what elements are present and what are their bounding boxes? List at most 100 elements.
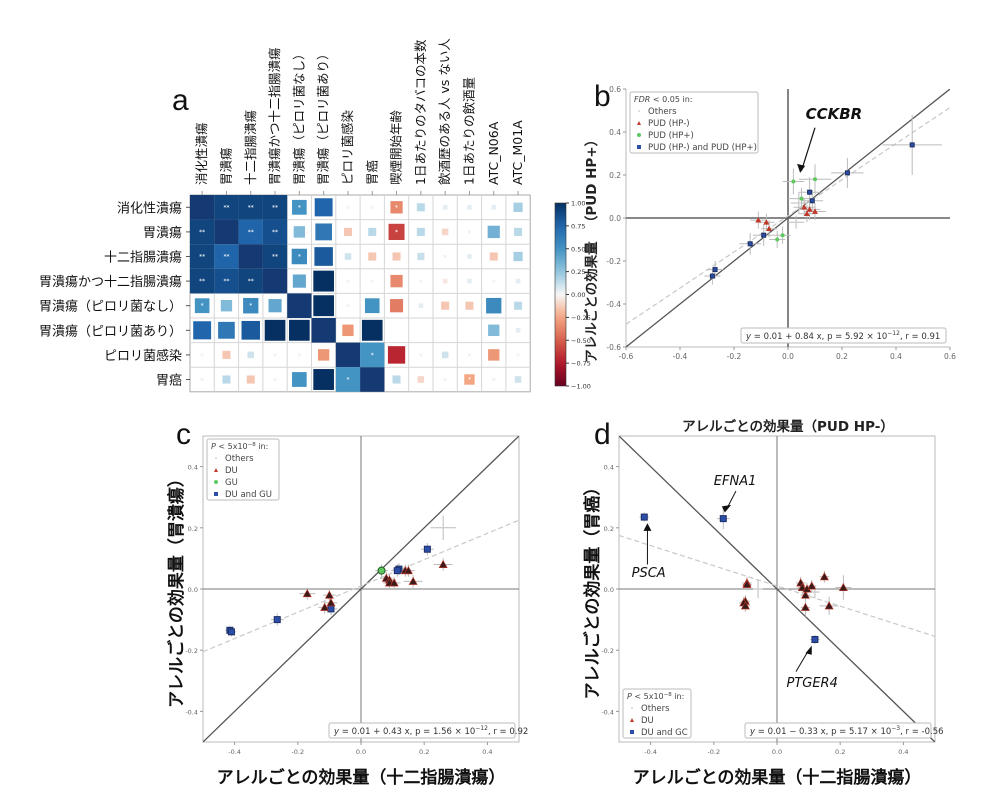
regression-line [626,106,950,325]
colorbar-tick-label: 1.00 [571,200,585,208]
panel-label-a: a [172,84,189,117]
gene-annotation-cckbr: CCKBR [806,105,863,123]
heatmap-cell [200,378,204,381]
heatmap-cell [314,247,333,266]
heatmap-cell [292,274,306,288]
heatmap-row-label: 胃潰瘍 [143,225,182,241]
heatmap-col-label: 胃癌 [364,160,379,185]
heatmap-cell [390,201,403,214]
data-point-triangle [326,598,336,607]
heatmap-cell [465,301,474,310]
data-point-triangle [302,588,312,598]
heatmap-cell [442,278,448,284]
x-tick-label: 0.2 [835,748,845,756]
significance-mark: ** [199,254,205,261]
y-tick-label: -0.4 [185,708,198,716]
heatmap-cell [292,372,307,387]
heatmap-cell [193,321,212,340]
y-tick-label: -0.6 [606,343,621,352]
equation-text: y = 0.01 − 0.33 x, p = 5.17 × 10−3, r = … [749,725,944,737]
data-point-circle [813,177,817,182]
plot-area [203,436,519,742]
colorbar-tick-label: 0.75 [571,222,585,230]
x-tick-label: 0.4 [482,748,492,756]
legend-entry-label: PUD (HP+) [648,131,694,141]
legend-entry-label: Others [225,454,254,464]
heatmap-col-label: 1日あたりのタバコの本数 [413,39,428,185]
y-axis-label: アレルごとの効果量（胃潰瘍） [166,470,187,708]
heatmap-col-label: 胃潰瘍（ピロリ菌なし） [291,47,306,185]
equation-box [744,722,932,739]
panel-label-b: b [594,80,611,113]
legend-entry-label: DU and GC [641,728,688,738]
y-tick-label: -0.2 [185,647,198,655]
data-point-circle [799,196,804,201]
heatmap-cell [214,268,239,294]
x-tick-label: 0.4 [898,748,908,756]
legend-entry-label: DU and GU [225,490,272,500]
heatmap-cell [200,353,204,357]
heatmap-cell [346,205,350,209]
heatmap-cell [492,279,496,283]
legend-marker-triangle [630,718,634,722]
significance-mark: * [395,229,398,236]
significance-mark: * [468,377,471,384]
heatmap-cell [262,244,288,269]
heatmap-cell [515,327,521,333]
y-tick-label: 0.2 [188,525,198,533]
legend-entry-label: DU [225,466,238,476]
legend-marker-dot [638,110,640,112]
x-axis-label: アレルごとの効果量（十二指腸潰瘍） [217,767,506,788]
data-point-triangle [324,590,334,599]
gene-annotation-ptger4: PTGER4 [786,676,837,691]
significance-mark: ** [199,278,205,285]
significance-mark: * [298,254,301,261]
heatmap-cell [218,321,235,339]
legend-box [629,91,759,154]
data-point-square [327,605,335,613]
heatmap-cell [392,375,401,384]
x-tick-label: -0.4 [673,352,688,361]
data-point-circle [780,233,785,238]
x-tick-label: -0.4 [228,748,241,756]
colorbar [554,202,567,387]
heatmap-cell [293,226,306,238]
data-point-square [747,241,753,247]
heatmap-cell [292,199,307,215]
heatmap-cell [370,205,374,209]
significance-mark: * [201,303,204,310]
heatmap-cell [488,349,500,361]
heatmap-cell [360,367,385,392]
heatmap-cell [467,230,471,234]
data-point-square [640,513,648,521]
y-tick-label: 0.6 [609,85,621,94]
data-point-triangle [800,602,810,611]
data-point-square [712,267,718,273]
legend-marker-triangle [637,121,641,125]
data-point-triangle [408,576,418,585]
legend-entry-label: DU [641,716,654,726]
heatmap-cell [419,279,423,283]
data-point-square [844,170,850,176]
colorbar-tick-label: −0.50 [571,337,591,345]
heatmap-chart: ** ** ** * *** ** ** *** ** ** *** ** *** *** *消化性潰瘍胃潰… [39,38,591,393]
colorbar-tick-label: 0.25 [571,268,585,276]
significance-mark: ** [248,278,254,285]
colorbar-tick-label: −0.25 [571,314,591,322]
heatmap-cell [419,353,423,357]
x-tick-label: 0.0 [772,748,782,756]
data-point-triangle [403,566,413,575]
heatmap-cell [297,353,301,357]
heatmap-cell [313,270,334,292]
y-tick-label: -0.2 [601,647,614,655]
heatmap-cell [417,376,425,383]
data-point-other [797,201,800,204]
heatmap-col-label: 胃潰瘍 [218,147,233,185]
heatmap-cell [335,342,361,368]
heatmap-cell [488,324,500,337]
y-axis-label: アレルごとの効果量（胃癌） [582,479,603,700]
heatmap-cell [513,251,523,262]
heatmap-cell [214,219,239,245]
annotation-arrow-line [795,649,810,672]
y-tick-label: 0.2 [609,171,621,180]
